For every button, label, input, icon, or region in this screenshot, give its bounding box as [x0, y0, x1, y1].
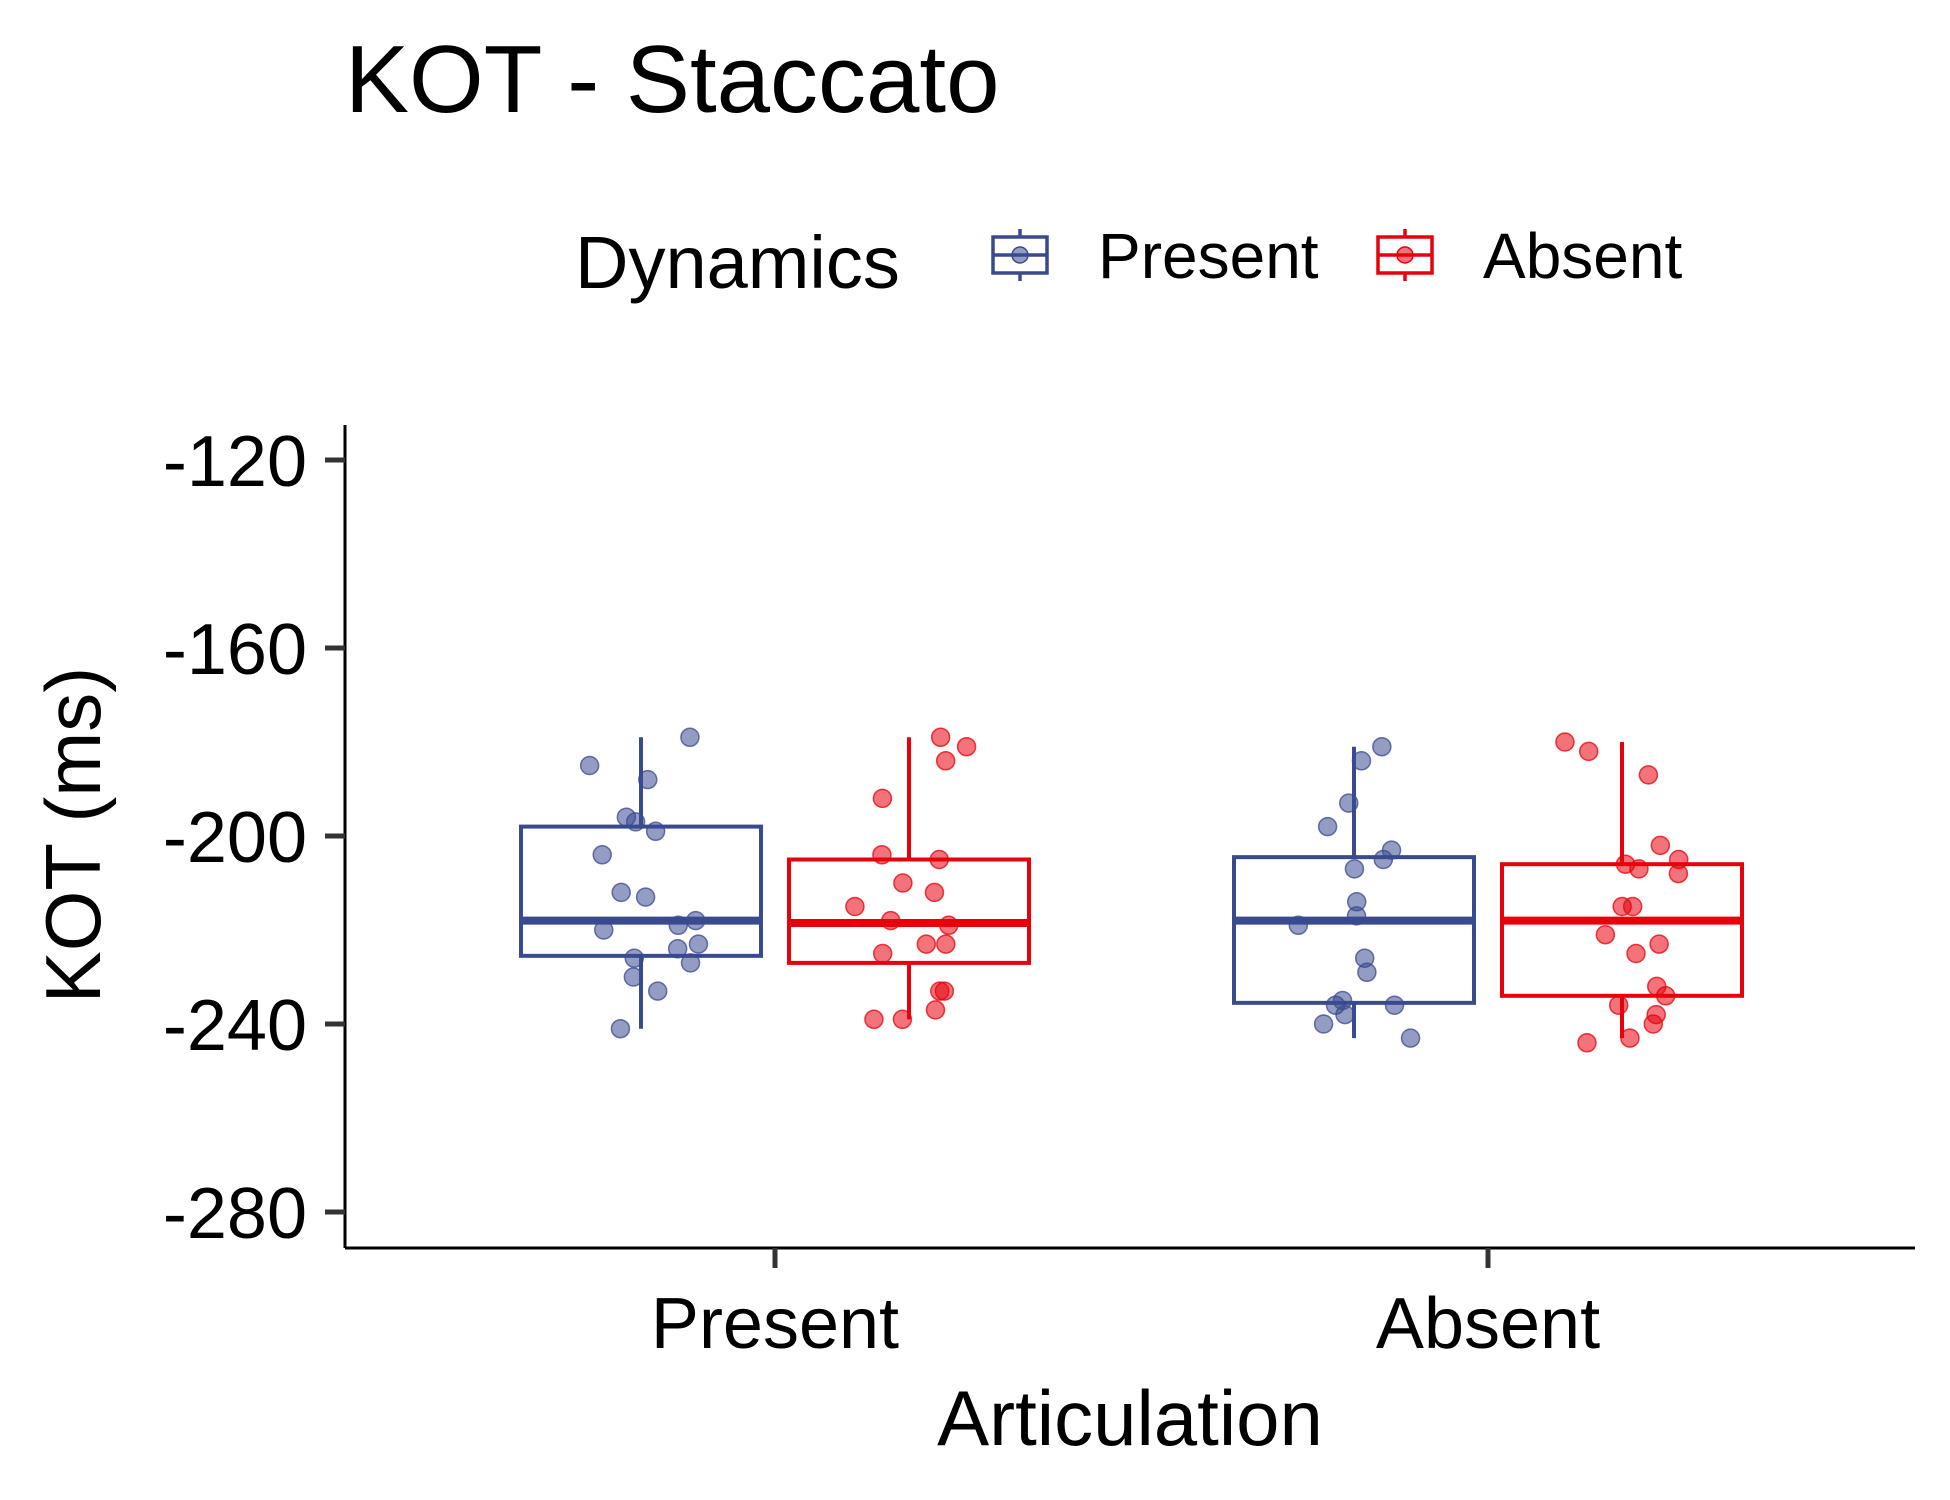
data-point — [872, 845, 892, 865]
box-group — [1500, 732, 1744, 1053]
data-point — [1288, 915, 1309, 936]
data-point — [936, 934, 956, 954]
data-point — [624, 948, 645, 968]
legend-title: Dynamics — [575, 221, 900, 304]
data-point — [668, 915, 689, 936]
data-point — [1620, 1028, 1640, 1048]
data-point — [872, 788, 893, 809]
legend-items: Present Absent — [991, 220, 1682, 292]
data-point — [1650, 835, 1671, 856]
data-point — [893, 873, 913, 893]
y-tick-label: -200 — [163, 798, 307, 878]
data-point — [916, 934, 937, 954]
data-point — [1668, 863, 1689, 884]
data-point — [610, 1018, 631, 1039]
data-point — [611, 882, 631, 903]
data-point — [864, 1009, 884, 1030]
data-point — [1372, 736, 1392, 757]
data-point — [1357, 962, 1377, 983]
data-point — [1317, 816, 1338, 837]
box-group — [1232, 736, 1476, 1048]
data-point — [625, 812, 646, 832]
data-point — [623, 967, 644, 987]
data-point — [1400, 1028, 1421, 1048]
data-point — [1626, 943, 1646, 964]
data-point — [1612, 896, 1632, 917]
legend: Dynamics Present Absent — [575, 220, 1682, 304]
y-tick-label: -280 — [163, 1174, 307, 1254]
data-point — [579, 755, 600, 776]
data-point — [1643, 1014, 1664, 1034]
data-point — [925, 1000, 946, 1020]
data-point — [680, 727, 700, 748]
data-point — [880, 910, 901, 931]
data-point — [680, 953, 701, 973]
x-tick-label: Absent — [1376, 1284, 1600, 1364]
y-axis-title: KOT (ms) — [29, 667, 117, 1004]
data-point — [930, 727, 951, 748]
data-point — [1655, 986, 1676, 1006]
data-point — [667, 939, 688, 959]
x-axis: Present Absent — [345, 1246, 1915, 1364]
y-tick-label: -240 — [163, 986, 307, 1066]
data-point — [1555, 732, 1575, 752]
data-point — [845, 896, 865, 917]
data-point — [1638, 765, 1659, 785]
chart-title: KOT - Staccato — [345, 26, 999, 133]
x-axis-title: Articulation — [937, 1374, 1323, 1462]
data-point — [647, 981, 668, 1001]
data-point — [924, 882, 945, 903]
data-point — [1346, 906, 1367, 926]
legend-key-point — [1396, 246, 1414, 264]
legend-item: Absent — [1376, 220, 1682, 292]
data-point — [592, 845, 612, 865]
data-point — [1351, 751, 1372, 771]
data-point — [1649, 934, 1669, 954]
data-point — [1577, 1033, 1597, 1053]
legend-item: Present — [991, 220, 1319, 292]
data-point — [1629, 859, 1649, 879]
data-point — [635, 887, 656, 907]
data-point — [938, 915, 959, 936]
y-tick-label: -120 — [163, 422, 307, 502]
data-point — [930, 981, 950, 1001]
data-point — [638, 769, 658, 790]
data-point — [956, 736, 977, 757]
data-point — [1578, 741, 1599, 762]
box-group — [787, 727, 1031, 1030]
box-group — [519, 727, 763, 1039]
data-point — [1344, 859, 1365, 879]
data-point — [688, 934, 709, 954]
data-point — [1608, 995, 1629, 1015]
y-axis: -120 -160 -200 -240 -280 — [163, 422, 347, 1254]
legend-label: Present — [1098, 220, 1319, 292]
data-point — [872, 943, 893, 964]
legend-key-point — [1011, 246, 1029, 264]
data-point — [1595, 924, 1616, 945]
data-point — [1373, 849, 1394, 870]
y-tick-label: -160 — [163, 610, 307, 690]
data-point — [1313, 1014, 1334, 1034]
box — [1500, 862, 1744, 998]
data-point — [929, 849, 950, 870]
x-tick-label: Present — [651, 1284, 899, 1364]
data-point — [685, 910, 706, 931]
data-point — [645, 821, 666, 842]
data-point — [935, 751, 956, 771]
data-point — [1339, 793, 1359, 813]
data-point — [594, 920, 614, 940]
legend-label: Absent — [1483, 220, 1682, 292]
box — [1232, 855, 1476, 1005]
data-point — [1335, 1004, 1355, 1025]
data-point — [1384, 995, 1405, 1015]
plot-marks — [519, 727, 1744, 1053]
box — [787, 857, 1031, 965]
data-point — [892, 1009, 913, 1030]
